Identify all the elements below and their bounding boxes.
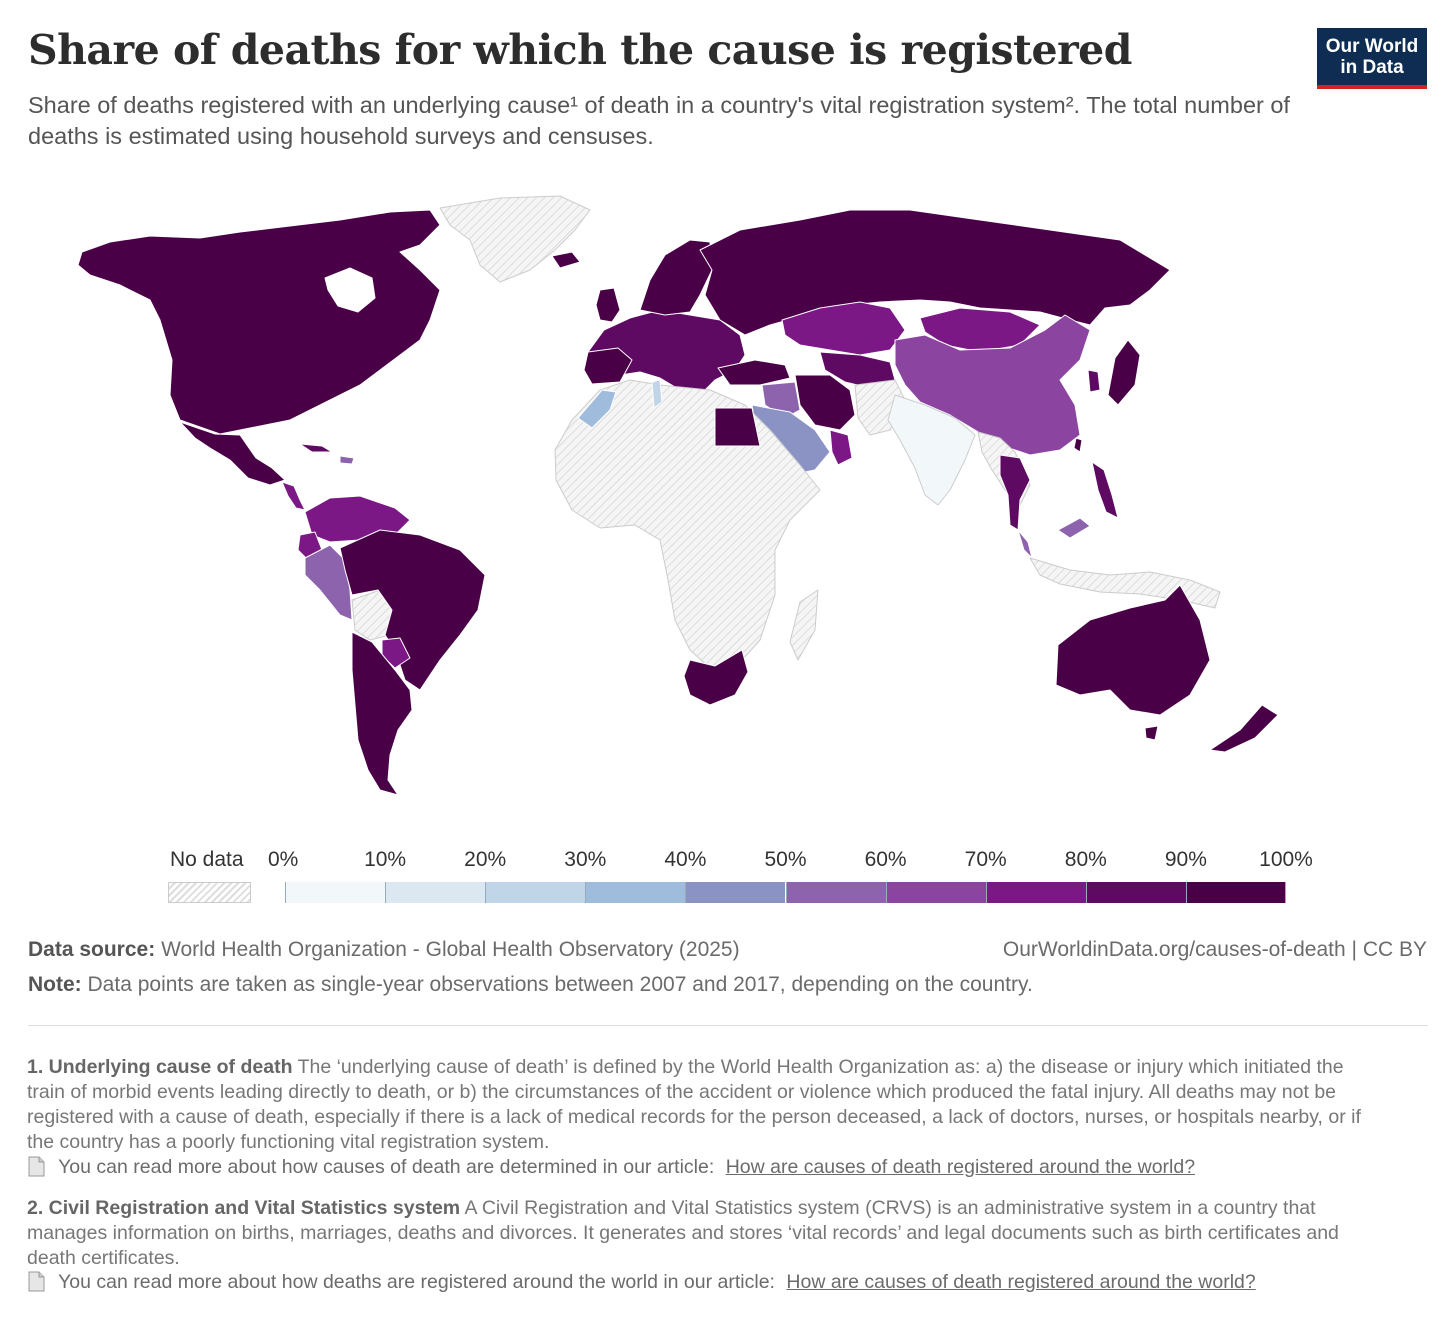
footnote-2-more: You can read more about how deaths are r… [28, 1271, 1256, 1294]
source-label: Data source: [28, 938, 156, 961]
footnote-2-label: 2. Civil Registration and Vital Statisti… [27, 1197, 461, 1219]
country-russia[interactable] [699, 209, 1171, 336]
chart-title: Share of deaths for which the cause is r… [28, 26, 1132, 74]
country-iran[interactable] [794, 374, 856, 431]
legend-tick-label: 30% [564, 848, 607, 871]
footnote-2-more-text: You can read more about how deaths are r… [58, 1271, 775, 1293]
divider [28, 1025, 1428, 1026]
footnote-1-more-text: You can read more about how causes of de… [58, 1156, 715, 1178]
country-australia[interactable] [1055, 584, 1211, 716]
country-new-zealand[interactable] [1209, 704, 1279, 753]
logo-line-2: in Data [1340, 56, 1404, 78]
chart-note: Note: Data points are taken as single-ye… [28, 973, 1033, 997]
legend-tick-label: 50% [764, 848, 807, 871]
country-hispaniola[interactable] [339, 455, 355, 465]
logo-line-1: Our World [1325, 35, 1419, 57]
country-uk-ireland[interactable] [595, 287, 621, 323]
country-argentina-chile[interactable] [351, 631, 413, 796]
url-text[interactable]: OurWorldinData.org/causes-of-death [1002, 938, 1346, 961]
footnote-1-label: 1. Underlying cause of death [27, 1056, 293, 1078]
chart-subtitle: Share of deaths registered with an under… [28, 92, 1290, 149]
legend-tick-label: 60% [864, 848, 907, 871]
country-japan[interactable] [1107, 339, 1141, 406]
legend-bin-1[interactable] [385, 882, 486, 903]
country-mexico[interactable] [179, 421, 286, 486]
legend-tick-label: 90% [1164, 848, 1207, 871]
country-brunei[interactable] [1057, 517, 1091, 539]
legend-bin-2[interactable] [485, 882, 586, 903]
owid-logo[interactable]: Our World in Data [1317, 28, 1427, 89]
legend-bin-6[interactable] [885, 882, 986, 903]
country-indonesia[interactable] [1029, 557, 1221, 609]
legend-bin-8[interactable] [1085, 882, 1186, 903]
country-greenland[interactable] [439, 195, 591, 283]
country-iberia[interactable] [583, 347, 633, 385]
legend-bin-3[interactable] [585, 882, 686, 903]
legend-tick-label: 80% [1064, 848, 1107, 871]
country-kazakhstan[interactable] [781, 301, 906, 356]
legend-tick-label: 70% [964, 848, 1007, 871]
legend-tick-label: 0% [268, 848, 299, 871]
country-tunisia[interactable] [651, 379, 663, 409]
footnote-1-article-link[interactable]: How are causes of death registered aroun… [725, 1156, 1196, 1178]
legend-no-data-label: No data [170, 848, 244, 871]
country-north-america[interactable] [77, 209, 441, 435]
country-cuba[interactable] [299, 443, 333, 453]
legend-bin-0[interactable] [285, 882, 386, 903]
footnote-2: 2. Civil Registration and Vital Statisti… [27, 1196, 1367, 1271]
legend-bin-7[interactable] [985, 882, 1086, 903]
footnote-2-text: A Civil Registration and Vital Statistic… [27, 1197, 1339, 1269]
country-south-korea[interactable] [1087, 369, 1101, 393]
legend-bin-9[interactable] [1185, 882, 1286, 903]
country-india[interactable] [887, 394, 976, 506]
country-iceland[interactable] [551, 251, 581, 269]
country-central-america[interactable] [281, 481, 306, 511]
document-icon [28, 1156, 45, 1177]
legend-tick-label: 40% [664, 848, 707, 871]
world-map[interactable] [0, 190, 1456, 830]
data-source: Data source: World Health Organization -… [28, 938, 740, 962]
note-label: Note: [28, 973, 82, 996]
country-turkey[interactable] [717, 359, 791, 386]
legend-tick-label: 10% [364, 848, 407, 871]
legend-no-data-swatch[interactable] [168, 882, 251, 903]
country-philippines[interactable] [1091, 461, 1119, 519]
country-taiwan[interactable] [1073, 437, 1083, 453]
note-text: Data points are taken as single-year obs… [87, 973, 1033, 996]
country-tasmania[interactable] [1144, 725, 1159, 741]
legend-tick-label: 20% [464, 848, 507, 871]
color-legend: No data 0% 10% 20% 30% 40% 50% 60% 70% 80% 90% 100… [0, 848, 1456, 918]
license-text[interactable]: | CC BY [1351, 938, 1427, 961]
country-paraguay[interactable] [381, 637, 411, 669]
country-china[interactable] [894, 314, 1091, 456]
country-madagascar[interactable] [789, 589, 819, 661]
country-oman[interactable] [829, 429, 853, 466]
footnote-1: 1. Underlying cause of death The ‘underl… [27, 1055, 1367, 1155]
footnote-1-text: The ‘underlying cause of death’ is defin… [27, 1056, 1361, 1153]
country-egypt[interactable] [714, 407, 761, 447]
country-peru[interactable] [304, 544, 353, 621]
country-malaysia[interactable] [1017, 529, 1033, 559]
legend-tick-label: 100% [1259, 848, 1313, 871]
document-icon [28, 1271, 45, 1292]
source-text: World Health Organization - Global Healt… [161, 938, 740, 961]
country-brazil[interactable] [339, 529, 486, 691]
hudson-bay [324, 267, 376, 313]
country-south-africa[interactable] [683, 649, 749, 706]
source-url[interactable]: OurWorldinData.org/causes-of-death | CC … [1003, 938, 1427, 962]
footnote-1-more: You can read more about how causes of de… [28, 1156, 1195, 1179]
legend-bin-5[interactable] [785, 882, 886, 903]
legend-bin-4[interactable] [685, 882, 786, 903]
footnote-2-article-link[interactable]: How are causes of death registered aroun… [786, 1271, 1256, 1293]
country-morocco[interactable] [577, 389, 617, 429]
country-africa-no-data[interactable] [554, 379, 821, 669]
